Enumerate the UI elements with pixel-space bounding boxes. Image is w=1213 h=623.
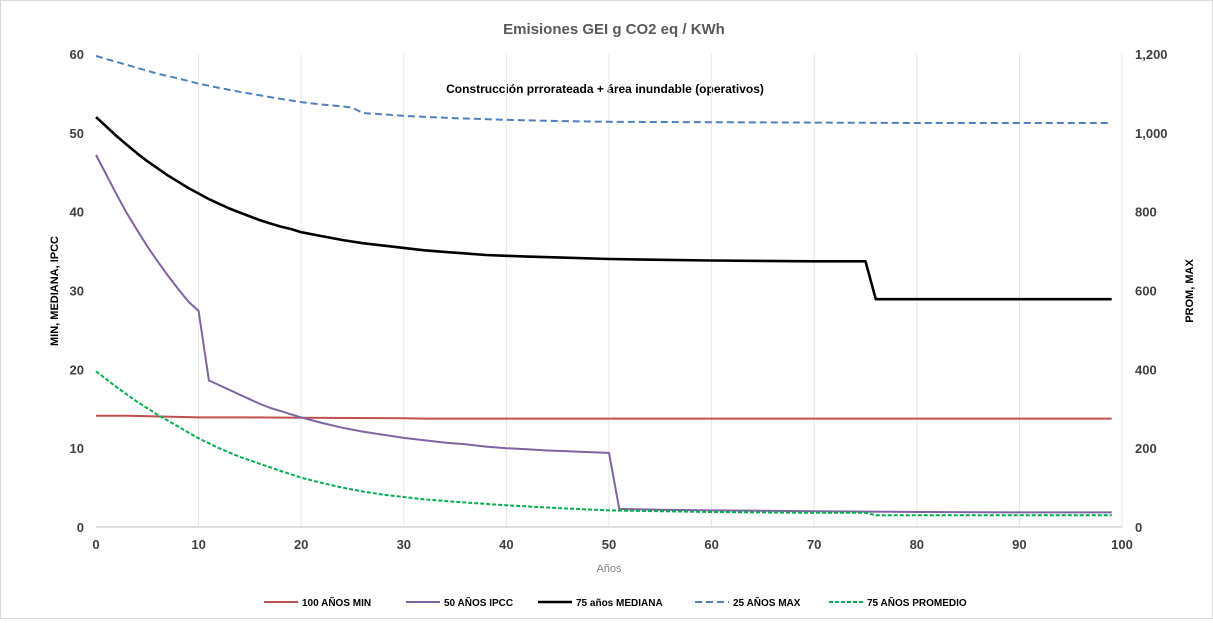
series-25-a-os-max-line [95,55,1112,124]
chart-title: Emisiones GEI g CO2 eq / KWh [503,21,725,38]
x-tick-label: 100 [1111,537,1133,552]
x-tick-label: 70 [807,537,821,552]
chart-annotation: Construcción prrorateada + área inundabl… [446,82,764,96]
legend-label: 50 AÑOS IPCC [444,596,513,609]
y-right-tick-label: 0 [1135,520,1142,535]
x-tick-label: 10 [191,537,205,552]
y-axis-right-label: PROM, MAX [1184,259,1196,323]
series-75-a-os-mediana-line [95,116,1112,301]
x-tick-label: 40 [499,537,513,552]
x-tick-label: 60 [704,537,718,552]
legend-label: 75 AÑOS PROMEDIO [867,596,967,609]
y-left-tick-label: 0 [77,520,84,535]
x-axis-label: Años [596,563,622,575]
legend-label: 75 años MEDIANA [576,598,663,609]
y-left-tick-label: 10 [70,441,84,456]
series-75-a-os-promedio-line [95,370,1112,517]
y-axis-left-label: MIN, MEDIANA, IPCC [49,236,61,346]
series-layer [95,55,1112,517]
x-tick-label: 30 [397,537,411,552]
legend-label: 25 AÑOS MAX [733,596,801,609]
y-left-tick-label: 30 [70,284,84,299]
y-right-tick-label: 200 [1135,441,1157,456]
y-left-tick-label: 60 [70,47,84,62]
y-left-tick-label: 20 [70,362,84,377]
y-left-tick-label: 50 [70,126,84,141]
series-100-a-os-min-line [96,414,1112,420]
y-right-tick-label: 1,200 [1135,47,1168,62]
axis-layer: 0 10 20 30 40 50 60 70 80 90 100010203040506002004… [70,47,1168,552]
y-right-tick-label: 1,000 [1135,126,1168,141]
legend: 100 AÑOS MIN 50 AÑOS IPCC 75 años MEDIANA 2… [264,596,967,609]
x-tick-label: 80 [910,537,924,552]
y-right-tick-label: 800 [1135,205,1157,220]
x-tick-label: 90 [1012,537,1026,552]
x-tick-label: 0 [92,537,99,552]
grid-layer [198,54,1123,527]
x-tick-label: 20 [294,537,308,552]
x-tick-label: 50 [602,537,616,552]
y-right-tick-label: 400 [1135,362,1157,377]
y-left-tick-label: 40 [70,205,84,220]
series-50-a-os-ipcc-line [95,154,1112,514]
legend-label: 100 AÑOS MIN [302,596,371,609]
y-right-tick-label: 600 [1135,284,1157,299]
